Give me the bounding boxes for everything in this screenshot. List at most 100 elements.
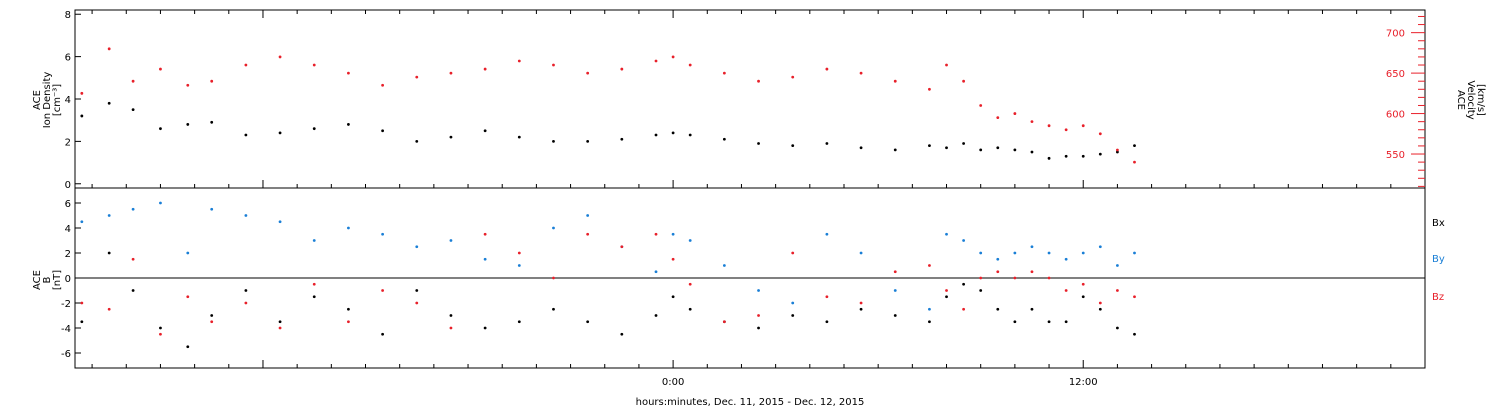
top-series-1-point — [928, 87, 931, 91]
top-series-1-point — [945, 63, 948, 67]
bottom-series-Bx-point — [159, 326, 162, 330]
top-series-1-point — [825, 67, 829, 71]
top-series-1-point — [671, 55, 675, 59]
top-right-tick-label-2: 650 — [1386, 69, 1405, 80]
top-series-0-point — [654, 133, 658, 137]
top-series-0-point — [859, 146, 863, 150]
top-series-1-point — [1081, 124, 1085, 128]
top-panel-frame — [74, 9, 1426, 189]
top-ylabel-line3: [cm⁻³] — [52, 84, 63, 116]
bottom-series-Bx-point — [979, 289, 983, 292]
bottom-series-By-point — [1098, 245, 1102, 249]
top-left-tick-label-0: 0 — [65, 180, 71, 191]
bottom-series-Bx-point — [186, 345, 190, 349]
bottom-left-tick-label-3: 0 — [65, 274, 71, 285]
bottom-left-tick-label-1: -4 — [61, 324, 71, 335]
bottom-series-By-point — [159, 201, 162, 205]
bottom-series-By-point — [1116, 264, 1119, 267]
top-series-0-point — [186, 123, 190, 126]
x-axis-label: hours:minutes, Dec. 11, 2015 - Dec. 12, … — [636, 397, 865, 408]
top-series-1-point — [1098, 132, 1102, 136]
bottom-series-Bz-point — [586, 232, 590, 236]
legend-bx: Bx — [1432, 218, 1445, 229]
top-series-1-point — [347, 71, 350, 75]
bottom-series-Bz-point — [483, 232, 487, 236]
bottom-left-tick-label-6: 6 — [65, 199, 71, 210]
bottom-series-Bz-point — [1047, 276, 1051, 280]
bottom-series-Bx-point — [1116, 326, 1119, 330]
bottom-series-By-point — [962, 239, 966, 242]
bottom-series-By-point — [278, 220, 282, 224]
bottom-series-Bz-point — [757, 314, 760, 317]
bottom-series-By-point — [517, 264, 521, 267]
top-series-0-point — [381, 129, 384, 133]
top-series-1-point — [1047, 124, 1051, 128]
bottom-series-Bz-point — [996, 270, 1000, 274]
legend-bz-base: Bz — [1432, 292, 1444, 303]
bottom-series-Bx-point — [688, 307, 692, 311]
top-series-1-point — [893, 79, 897, 83]
bottom-series-Bz-point — [1013, 276, 1017, 280]
top-series-0-point — [244, 133, 248, 137]
bottom-series-By-point — [586, 214, 590, 217]
bottom-series-By-point — [1133, 251, 1136, 255]
top-series-0-point — [415, 139, 419, 143]
top-series-0-point — [757, 142, 760, 145]
bottom-series-Bx-point — [945, 295, 948, 299]
top-series-0-point — [278, 131, 282, 135]
top-series-1-point — [1133, 160, 1136, 164]
bottom-series-Bz-point — [722, 320, 726, 324]
bottom-series-Bz-point — [159, 332, 162, 336]
bottom-series-By-point — [210, 207, 214, 211]
top-series-1-point — [979, 104, 983, 107]
bottom-series-Bx-point — [1030, 307, 1034, 311]
top-series-0-point — [210, 120, 214, 124]
top-series-1-point — [1013, 112, 1017, 115]
top-series-1-point — [1030, 120, 1034, 124]
top-series-0-point — [1116, 150, 1119, 154]
bottom-ylabel-line2: B — [42, 276, 53, 283]
bottom-series-Bx-point — [928, 320, 931, 324]
bottom-left-tick-label-0: -6 — [61, 349, 71, 360]
bottom-series-Bx-point — [210, 314, 214, 317]
bottom-series-Bz-point — [620, 245, 624, 249]
bottom-series-Bx-point — [278, 320, 282, 324]
top-right-tick-label-0: 550 — [1386, 150, 1405, 161]
top-series-0-point — [979, 148, 983, 152]
bottom-series-Bz-point — [1064, 289, 1068, 292]
top-series-0-point — [791, 144, 795, 148]
top-series-0-point — [159, 127, 162, 131]
top-series-0-point — [671, 131, 675, 135]
bottom-series-Bx-point — [757, 326, 760, 330]
bottom-series-Bz-point — [347, 320, 350, 324]
bottom-series-Bx-point — [552, 307, 555, 311]
top-right-ylabel-line3: [km/s] — [1475, 84, 1486, 116]
top-series-0-point — [996, 146, 1000, 150]
top-right-ylabel-line2: Velocity — [1465, 80, 1476, 119]
top-ylabel-line2: Ion Density — [42, 72, 53, 129]
top-series-0-point — [825, 142, 829, 145]
top-series-0-point — [586, 139, 590, 143]
top-series-1-point — [186, 83, 190, 87]
bottom-series-By-point — [1081, 251, 1085, 255]
bottom-series-By-point — [80, 220, 84, 224]
bottom-series-Bz-point — [278, 326, 282, 330]
top-series-1-point — [244, 63, 248, 67]
bottom-series-Bz-point — [825, 295, 829, 299]
bottom-series-Bz-point — [979, 276, 983, 280]
bottom-series-Bz-point — [107, 307, 111, 311]
top-left-tick-label-3: 6 — [65, 53, 71, 64]
bottom-series-Bx-point — [80, 320, 84, 324]
top-series-0-point — [620, 137, 624, 141]
top-series-1-point — [1116, 148, 1119, 152]
bottom-series-Bz-point — [859, 301, 863, 305]
top-left-tick-label-2: 4 — [65, 95, 71, 106]
bottom-series-By-point — [131, 207, 135, 211]
bottom-series-By-point — [1030, 245, 1034, 249]
bottom-series-Bz-point — [552, 276, 555, 280]
legend-bx-base: Bx — [1432, 218, 1445, 229]
bottom-series-Bx-point — [962, 282, 966, 286]
bottom-series-By-point — [347, 226, 350, 230]
bottom-series-By-point — [928, 307, 931, 311]
top-series-0-point — [1047, 156, 1051, 160]
